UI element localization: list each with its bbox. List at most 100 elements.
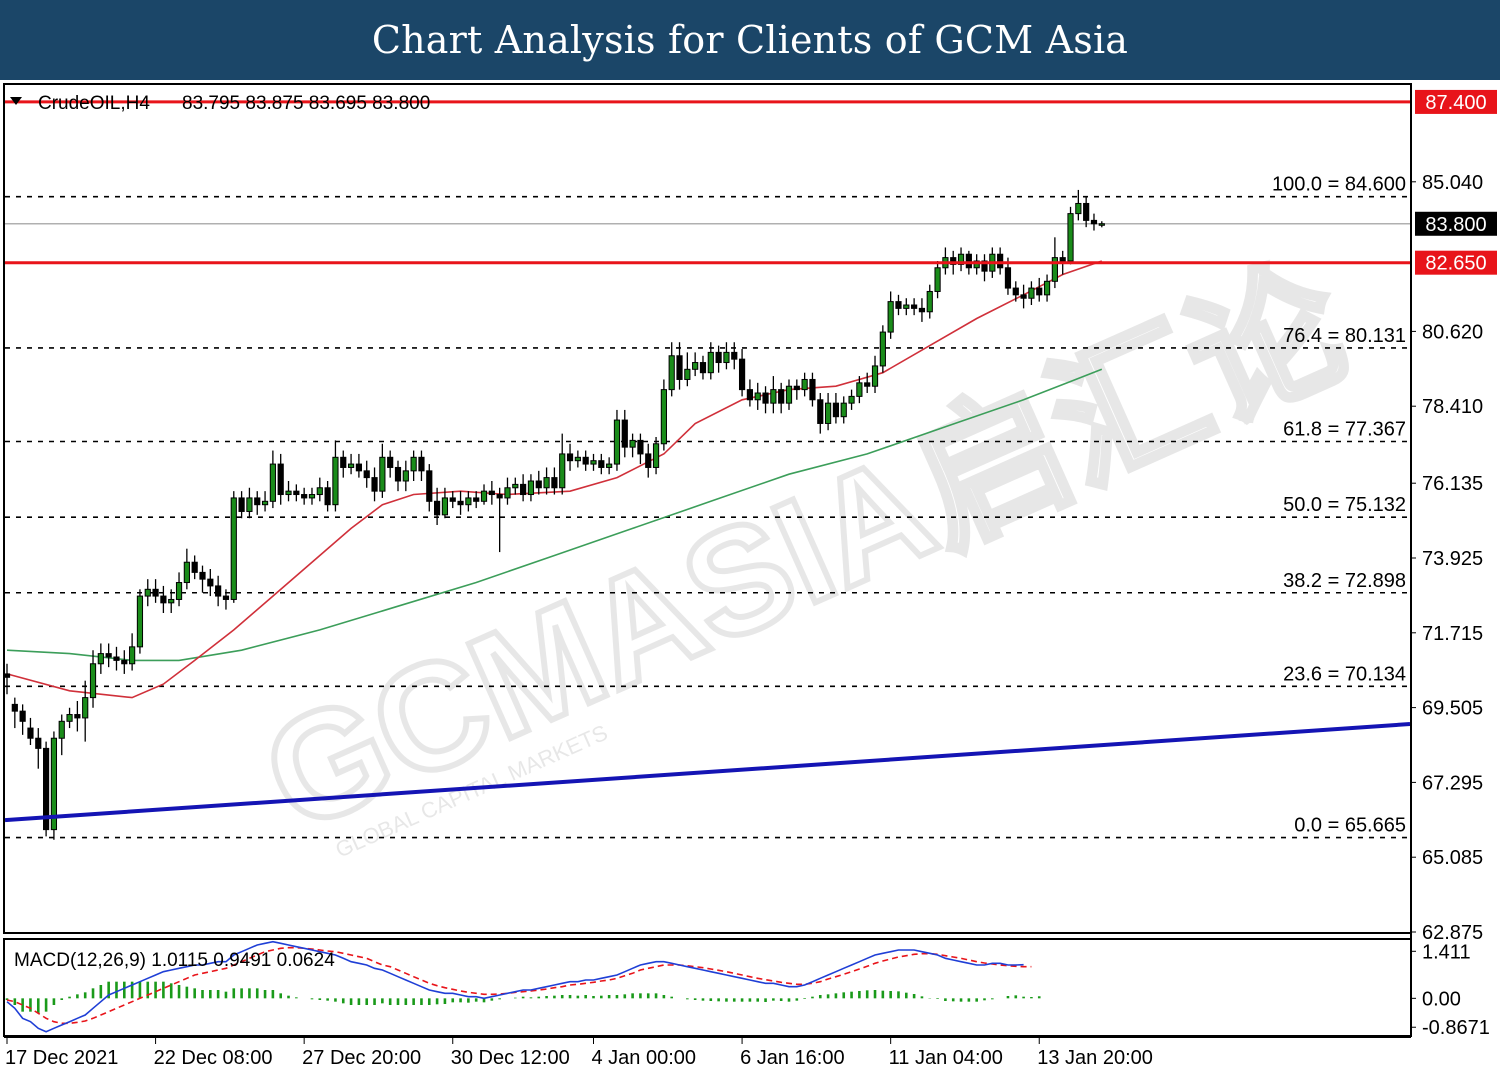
candle <box>488 481 495 505</box>
candle <box>668 342 675 397</box>
y-tick-label: 65.085 <box>1422 847 1483 869</box>
time-axis: 17 Dec 2021 22 Dec 08:00 27 Dec 20:00 30 De… <box>4 1036 1411 1069</box>
candle <box>746 379 753 407</box>
candle <box>598 453 605 475</box>
candle <box>3 663 11 695</box>
candle <box>582 450 589 471</box>
candle <box>1036 277 1043 302</box>
resistance-levels <box>4 100 1411 823</box>
y-tick-label: 69.505 <box>1422 698 1483 720</box>
fib-label-76.4: 76.4 = 80.131 <box>1283 325 1406 347</box>
candle <box>699 355 707 380</box>
candle <box>160 585 167 613</box>
candle <box>277 453 284 505</box>
y-tick-label: 62.875 <box>1422 922 1483 944</box>
candle <box>1090 213 1098 231</box>
dropdown-triangle-icon[interactable] <box>10 97 22 105</box>
candle <box>113 646 120 671</box>
candle <box>997 247 1004 275</box>
svg-text:82.650: 82.650 <box>1425 253 1486 275</box>
candle <box>832 393 840 424</box>
svg-text:87.400: 87.400 <box>1425 92 1486 114</box>
candle <box>621 409 628 458</box>
fib-label-50.0: 50.0 = 75.132 <box>1283 494 1406 516</box>
candle <box>848 389 855 410</box>
candle <box>207 569 214 597</box>
candle <box>43 741 50 837</box>
candle <box>418 450 425 481</box>
candle <box>926 284 933 319</box>
candle <box>504 477 511 505</box>
candles <box>3 189 1105 840</box>
candle <box>613 409 621 471</box>
candle <box>355 453 362 478</box>
candle <box>215 575 222 607</box>
candle <box>371 467 378 502</box>
macd-signal-line <box>6 946 1032 1025</box>
candle <box>308 487 316 505</box>
candle <box>183 548 190 590</box>
candle <box>778 382 785 414</box>
candle <box>316 477 323 502</box>
candle <box>66 707 73 729</box>
current-price-badge: 83.800 <box>1415 211 1497 236</box>
candle <box>770 376 777 414</box>
candle <box>559 433 566 495</box>
candle <box>825 393 832 431</box>
candle <box>426 464 433 512</box>
candle <box>269 450 276 509</box>
candle <box>254 491 261 515</box>
candle <box>1075 189 1082 221</box>
candle <box>387 450 394 478</box>
candle <box>543 467 550 495</box>
candle <box>645 443 652 478</box>
level-badge-87.400: 87.400 <box>1415 89 1497 114</box>
candle <box>520 474 527 502</box>
fib-label-61.8: 61.8 = 77.367 <box>1283 419 1406 441</box>
candle <box>480 484 488 505</box>
macd-label: MACD(12,26,9) 1.0115 0.9491 0.0624 <box>14 950 335 971</box>
candle <box>1028 281 1035 305</box>
candle <box>105 643 112 668</box>
support-trendline[interactable] <box>4 722 1411 823</box>
candle <box>895 294 902 316</box>
candle <box>785 379 793 410</box>
candle <box>590 453 597 471</box>
candle <box>809 372 816 407</box>
candle <box>918 298 926 322</box>
candle <box>11 697 18 729</box>
candle <box>168 589 175 613</box>
candle <box>840 396 847 424</box>
candle <box>340 450 347 478</box>
candle <box>129 633 136 671</box>
candle <box>449 491 456 509</box>
candle <box>535 470 542 495</box>
price-chart[interactable]: GCMASIA GLOBAL CAPITAL MARKETS 启汇论 100.0… <box>0 80 1500 1071</box>
y-tick-label: 78.410 <box>1422 396 1483 418</box>
candle <box>238 491 245 519</box>
candle <box>347 453 355 475</box>
candle <box>864 372 871 393</box>
candle <box>136 589 144 654</box>
candle <box>175 572 183 607</box>
candle <box>394 460 402 492</box>
candle <box>903 298 910 316</box>
candle <box>261 491 269 512</box>
macd-tick-label: 1.411 <box>1422 941 1471 963</box>
fib-label-100.0: 100.0 = 84.600 <box>1272 174 1406 196</box>
fib-label-0.0: 0.0 = 65.665 <box>1294 815 1406 837</box>
candle <box>35 728 42 769</box>
candle <box>246 487 253 519</box>
candle <box>152 579 159 603</box>
x-tick-label: 13 Jan 20:00 <box>1037 1047 1153 1069</box>
candle <box>50 731 58 840</box>
x-tick-label: 6 Jan 16:00 <box>740 1047 845 1069</box>
candle <box>793 379 800 400</box>
candle <box>191 555 198 580</box>
candle <box>801 372 808 397</box>
candle <box>981 254 988 282</box>
candle <box>1083 196 1090 228</box>
candle <box>684 352 691 387</box>
candle <box>222 589 230 610</box>
x-tick-label: 4 Jan 00:00 <box>592 1047 697 1069</box>
